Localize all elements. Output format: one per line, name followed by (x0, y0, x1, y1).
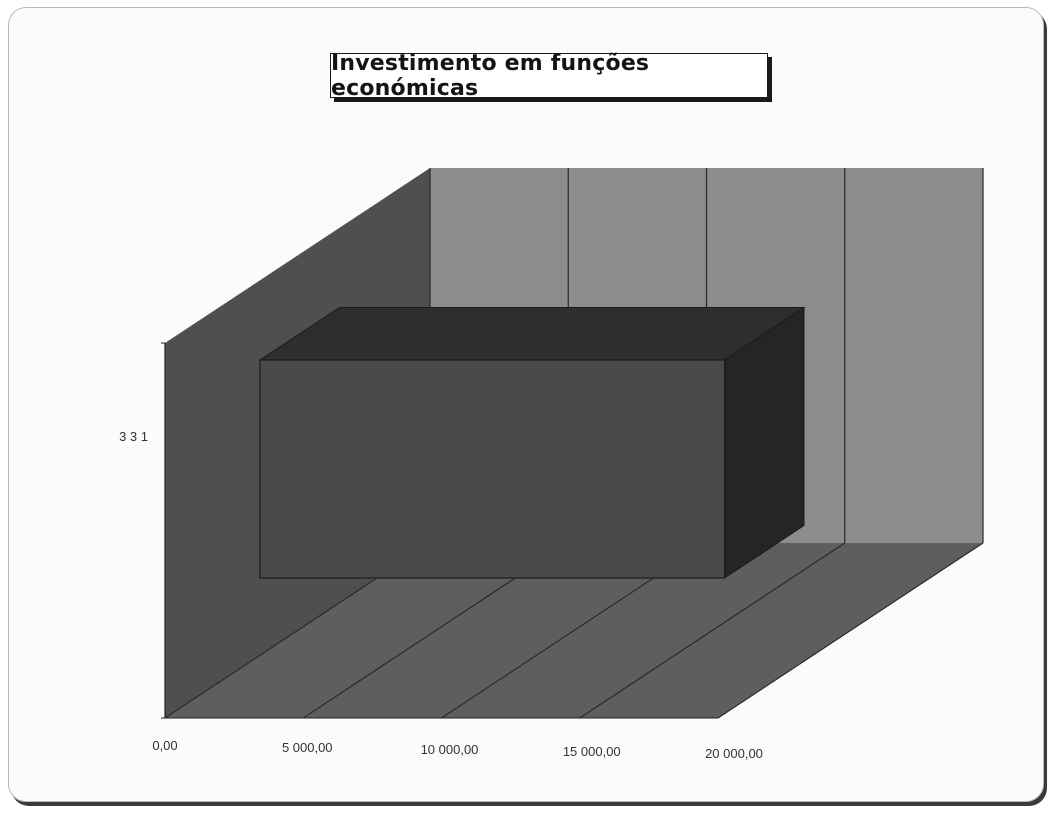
x-tick-label: 15 000,00 (563, 744, 621, 759)
chart-title: Investimento em funções económicas (331, 50, 650, 101)
bar (259, 359, 726, 579)
x-tick-label: 0,00 (152, 738, 177, 753)
bar-top-face (258, 307, 806, 361)
floor-gridline (717, 542, 984, 719)
chart-bars (258, 306, 806, 579)
x-tick-label: 5 000,00 (282, 740, 333, 755)
x-tick-label: 20 000,00 (705, 746, 763, 761)
category-label: 3 3 1 (119, 429, 148, 444)
chart-tick-labels: 3 3 1 0,00 5 000,00 10 000,00 15 000,00 20 00… (119, 429, 763, 761)
chart-title-box: Investimento em funções económicas (330, 50, 768, 101)
x-tick-label: 10 000,00 (421, 742, 479, 757)
floor-gridline (579, 542, 846, 719)
